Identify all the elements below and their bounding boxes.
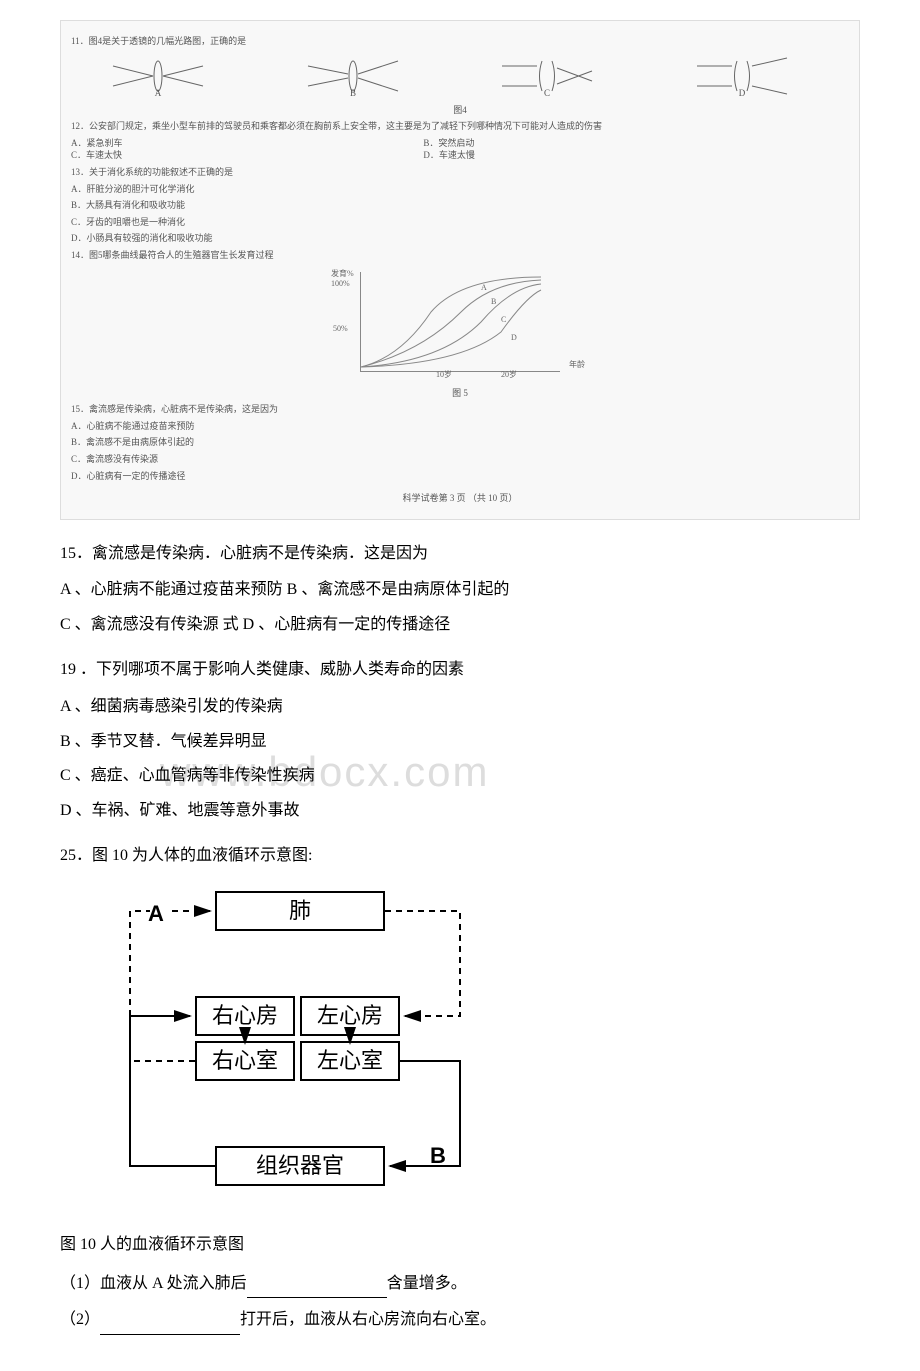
scanned-page-region: 11．图4是关于透镜的几幅光路图，正确的是 A B bbox=[60, 20, 860, 520]
figure-10-caption: 图 10 人的血液循环示意图 bbox=[60, 1231, 860, 1260]
chart-y100: 100% bbox=[331, 277, 350, 291]
q25-sub2-suffix: 打开后，血液从右心房流向右心室。 bbox=[240, 1311, 496, 1328]
chart-x20: 20岁 bbox=[501, 368, 517, 382]
q12-opt-a: A．紧急刹车 bbox=[71, 137, 421, 150]
q12-opt-c: C．车速太快 bbox=[71, 149, 421, 162]
blank-2 bbox=[100, 1316, 240, 1335]
lens-diagram-d: D bbox=[692, 56, 812, 96]
fig5-label: 图 5 bbox=[71, 387, 849, 400]
q11-stem: 11．图4是关于透镜的几幅光路图，正确的是 bbox=[71, 35, 849, 48]
question-25: 25．图 10 为人体的血液循环示意图: A 肺 右心房 左心房 右心室 左心室… bbox=[60, 842, 860, 1335]
left-atrium-box: 左心房 bbox=[300, 996, 400, 1036]
q15-options-line2: C 、禽流感没有传染源 式 D 、心脏病有一定的传播途径 bbox=[60, 611, 860, 640]
fig4-label: 图4 bbox=[71, 104, 849, 117]
q14-stem: 14．图5哪条曲线最符合人的生殖器官生长发育过程 bbox=[71, 249, 849, 262]
lens-diagrams-row: A B C bbox=[71, 56, 849, 96]
q25-sub2-prefix: （2） bbox=[60, 1311, 100, 1328]
q13-opt-b: B．大肠具有消化和吸收功能 bbox=[71, 199, 849, 212]
svg-text:D: D bbox=[511, 333, 517, 342]
q13-opt-a: A．肝脏分泌的胆汁可化学消化 bbox=[71, 183, 849, 196]
right-atrium-box: 右心房 bbox=[195, 996, 295, 1036]
q25-sub1: （1）血液从 A 处流入肺后 含量增多。 bbox=[60, 1270, 860, 1299]
q19-stem: 19 ．下列哪项不属于影响人类健康、威胁人类寿命的因素 bbox=[60, 656, 860, 685]
question-19: 19 ．下列哪项不属于影响人类健康、威胁人类寿命的因素 A 、细菌病毒感染引发的… bbox=[60, 656, 860, 826]
page-footer: 科学试卷第 3 页 （共 10 页） bbox=[71, 492, 849, 505]
lung-box: 肺 bbox=[215, 891, 385, 931]
lens-diagram-c: C bbox=[497, 56, 617, 96]
svg-text:A: A bbox=[155, 88, 162, 96]
q15-scan-c: C．禽流感没有传染源 bbox=[71, 453, 849, 466]
diagram-label-b: B bbox=[430, 1136, 446, 1176]
q19-opt-a: A 、细菌病毒感染引发的传染病 bbox=[60, 693, 860, 722]
q25-sub1-prefix: （1）血液从 A 处流入肺后 bbox=[60, 1275, 247, 1292]
lens-diagram-a: A bbox=[108, 56, 228, 96]
q19-opt-d: D 、车祸、矿难、地震等意外事故 bbox=[60, 797, 860, 826]
q19-opt-b: B 、季节叉替．气候差异明显 bbox=[60, 728, 860, 757]
blood-circulation-diagram: A 肺 右心房 左心房 右心室 左心室 组织器官 B bbox=[100, 891, 500, 1211]
q13-opt-c: C．牙齿的咀嚼也是一种消化 bbox=[71, 216, 849, 229]
q12-opt-b: B．突然启动 bbox=[423, 137, 773, 150]
q15-scan-stem: 15．禽流感是传染病，心脏病不是传染病，这是因为 bbox=[71, 403, 849, 416]
left-ventricle-box: 左心室 bbox=[300, 1041, 400, 1081]
q15-scan-d: D．心脏病有一定的传播途径 bbox=[71, 470, 849, 483]
svg-text:B: B bbox=[350, 88, 356, 96]
lens-diagram-b: B bbox=[303, 56, 423, 96]
q15-stem: 15．禽流感是传染病．心脏病不是传染病．这是因为 bbox=[60, 540, 860, 569]
chart-x10: 10岁 bbox=[436, 368, 452, 382]
svg-text:C: C bbox=[544, 88, 550, 96]
q12-options: A．紧急刹车 B．突然启动 C．车速太快 D．车速太慢 bbox=[71, 137, 849, 162]
growth-chart: A B C D 发育% 100% 50% 年龄 10岁 20岁 bbox=[360, 272, 560, 372]
q15-options-line1: A 、心脏病不能通过疫苗来预防 B 、禽流感不是由病原体引起的 bbox=[60, 576, 860, 605]
q15-scan-b: B．禽流感不是由病原体引起的 bbox=[71, 436, 849, 449]
svg-text:C: C bbox=[501, 315, 506, 324]
q13-stem: 13．关于消化系统的功能叙述不正确的是 bbox=[71, 166, 849, 179]
q25-stem: 25．图 10 为人体的血液循环示意图: bbox=[60, 842, 860, 871]
svg-text:B: B bbox=[491, 297, 496, 306]
tissue-box: 组织器官 bbox=[215, 1146, 385, 1186]
diagram-label-a: A bbox=[148, 894, 164, 934]
question-15: 15．禽流感是传染病．心脏病不是传染病．这是因为 A 、心脏病不能通过疫苗来预防… bbox=[60, 540, 860, 640]
q12-stem: 12．公安部门规定，乘坐小型车前排的驾驶员和乘客都必须在胸前系上安全带，这主要是… bbox=[71, 120, 849, 133]
q12-opt-d: D．车速太慢 bbox=[423, 149, 773, 162]
q25-sub1-suffix: 含量增多。 bbox=[387, 1275, 467, 1292]
chart-y50: 50% bbox=[333, 322, 348, 336]
q19-opt-c: C 、癌症、心血管病等非传染性疾病 bbox=[60, 762, 860, 791]
chart-xlabel: 年龄 bbox=[569, 358, 585, 372]
svg-text:A: A bbox=[481, 283, 487, 292]
svg-text:D: D bbox=[739, 88, 746, 96]
q13-opt-d: D．小肠具有较强的消化和吸收功能 bbox=[71, 232, 849, 245]
q25-sub2: （2） 打开后，血液从右心房流向右心室。 bbox=[60, 1306, 860, 1335]
q15-scan-a: A．心脏病不能通过疫苗来预防 bbox=[71, 420, 849, 433]
blank-1 bbox=[247, 1279, 387, 1298]
right-ventricle-box: 右心室 bbox=[195, 1041, 295, 1081]
